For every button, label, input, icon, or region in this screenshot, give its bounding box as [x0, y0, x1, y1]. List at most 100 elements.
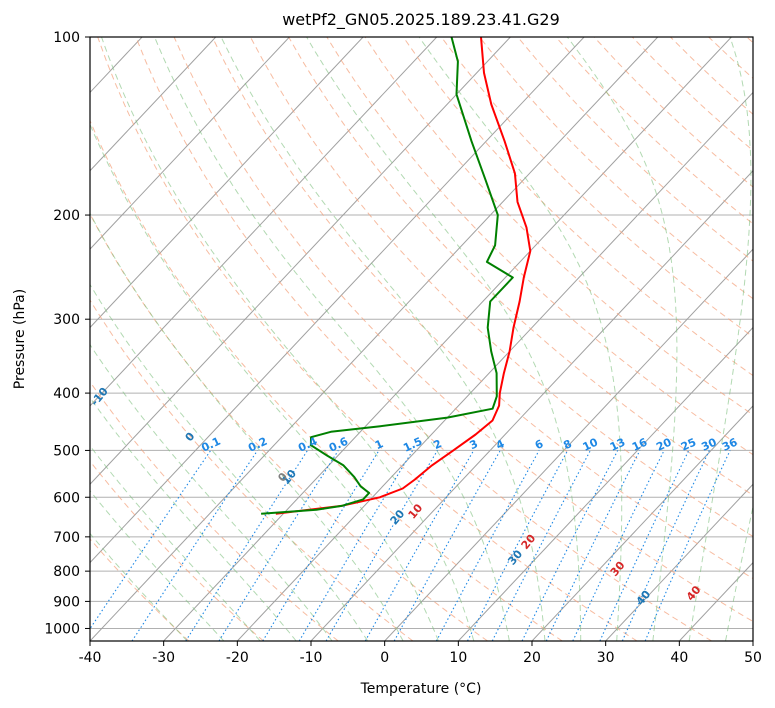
mixing-ratio-line	[621, 450, 710, 641]
dry-adiabat	[288, 37, 753, 496]
isotherm-gridline	[384, 248, 753, 641]
dry-adiabat	[90, 538, 190, 641]
x-axis-label: Temperature (°C)	[360, 681, 482, 697]
dewpoint-profile-line	[261, 37, 514, 515]
x-tick-label: 30	[597, 650, 615, 666]
dry-adiabat	[746, 37, 753, 44]
isotherm-gridline	[90, 37, 290, 250]
dry-adiabat	[97, 37, 638, 641]
x-tick-label: 0	[380, 650, 389, 666]
moist-adiabat	[90, 532, 188, 641]
y-axis-label: Pressure (hPa)	[12, 289, 28, 389]
mixing-ratio-label: 0.6	[327, 435, 350, 455]
isotherm-gridline	[90, 37, 438, 407]
plot-frame	[89, 36, 754, 642]
x-tick-label: 20	[523, 650, 541, 666]
mixing-ratio-line	[364, 450, 475, 641]
moist-adiabat	[306, 37, 582, 641]
mixing-ratio-line	[599, 450, 690, 641]
dry-adiabat	[211, 37, 753, 580]
mixing-ratio-label: 0.1	[199, 435, 222, 455]
y-tick-label: 100	[53, 30, 80, 46]
isotherm-gridline	[236, 91, 753, 641]
isotherm-gridline	[90, 37, 659, 641]
mixing-ratio-label: 2	[431, 437, 443, 452]
isotherm-gridline	[90, 37, 511, 485]
axes: -40 -30 -20 -10 0 10 20 30 40 5010020030040050060…	[44, 30, 762, 666]
moist-adiabat	[101, 37, 475, 641]
moist-adiabat	[154, 37, 510, 641]
moist-adiabat	[90, 283, 369, 641]
mixing-ratio-line	[393, 450, 501, 641]
x-tick-label: -40	[79, 650, 102, 666]
isotherm-gridline	[678, 561, 753, 641]
isotherm-gridline	[752, 640, 753, 641]
moist-adiabat	[725, 504, 753, 641]
mixing-ratio-label: 20	[654, 435, 674, 453]
mixing-ratio-line	[435, 450, 540, 641]
x-tick-label: -20	[226, 650, 249, 666]
y-tick-label: 800	[53, 564, 80, 580]
dry-adiabat	[135, 37, 712, 641]
dry-adiabat	[90, 460, 264, 641]
isotherm-gridline	[90, 37, 217, 172]
y-tick-label: 600	[53, 490, 80, 506]
isotherm-gridline	[605, 483, 753, 641]
dry-adiabat-label: 20	[388, 507, 408, 527]
mixing-ratio-label: 13	[608, 436, 627, 454]
mixing-ratio-line	[131, 450, 258, 641]
isotherm-gridline	[531, 405, 753, 641]
moist-adiabat	[220, 37, 546, 641]
dry-adiabat	[402, 37, 753, 377]
moist-adiabat	[90, 123, 439, 641]
moist-adiabat	[90, 343, 333, 641]
isotherm-gridline	[90, 37, 364, 329]
mixing-ratio-label: 36	[720, 435, 740, 453]
mixing-ratio-line	[491, 450, 591, 641]
mixing-ratio-line	[521, 450, 619, 641]
chart-title: wetPf2_GN05.2025.189.23.41.G29	[282, 10, 560, 30]
dry-adiabat-label: 40	[634, 588, 654, 608]
mixing-ratio-label: 25	[679, 436, 698, 454]
y-tick-label: 200	[53, 208, 80, 224]
mixing-ratio-label: 0.2	[246, 435, 269, 455]
dry-adiabat	[326, 37, 753, 456]
y-tick-label: 400	[53, 386, 80, 402]
x-tick-label: 10	[449, 650, 467, 666]
mixing-ratio-label: 10	[581, 435, 601, 453]
mixing-ratio-label: 16	[630, 435, 650, 453]
temperature-profile-line	[275, 37, 532, 515]
moist-adiabat-label: 40	[684, 583, 704, 603]
dry-adiabat	[440, 37, 753, 338]
isotherm-gridline	[310, 170, 753, 641]
mixing-ratio-line	[467, 450, 569, 641]
x-tick-label: -10	[300, 650, 323, 666]
plot-area	[90, 37, 753, 641]
y-tick-label: 1000	[44, 621, 80, 637]
isotherm-gridline	[163, 37, 732, 641]
moist-adiabat	[688, 37, 752, 641]
x-tick-label: -30	[152, 650, 175, 666]
moist-adiabat	[90, 489, 225, 641]
dry-adiabat-label: -10	[88, 385, 111, 409]
dry-adiabat-label: 30	[505, 547, 525, 567]
moist-adiabat	[90, 396, 297, 641]
y-tick-label: 500	[53, 443, 80, 459]
dry-adiabat	[90, 299, 414, 641]
dry-adiabat	[670, 37, 753, 115]
mixing-ratio-line	[262, 450, 380, 641]
moist-adiabat	[90, 212, 404, 641]
isotherm-gridline	[457, 326, 753, 641]
moist-adiabat	[418, 37, 623, 641]
mixing-ratio-line	[572, 450, 665, 641]
mixing-ratio-label: 1.5	[401, 435, 424, 455]
dry-adiabat	[249, 37, 753, 538]
mixing-ratio-label: 30	[699, 435, 719, 453]
moist-adiabat	[90, 445, 261, 641]
moist-adiabat-label: 10	[406, 501, 426, 521]
moist-adiabat-label: 20	[519, 532, 539, 552]
y-tick-label: 900	[53, 594, 80, 610]
x-tick-label: 40	[670, 650, 688, 666]
dry-adiabat	[90, 119, 563, 641]
